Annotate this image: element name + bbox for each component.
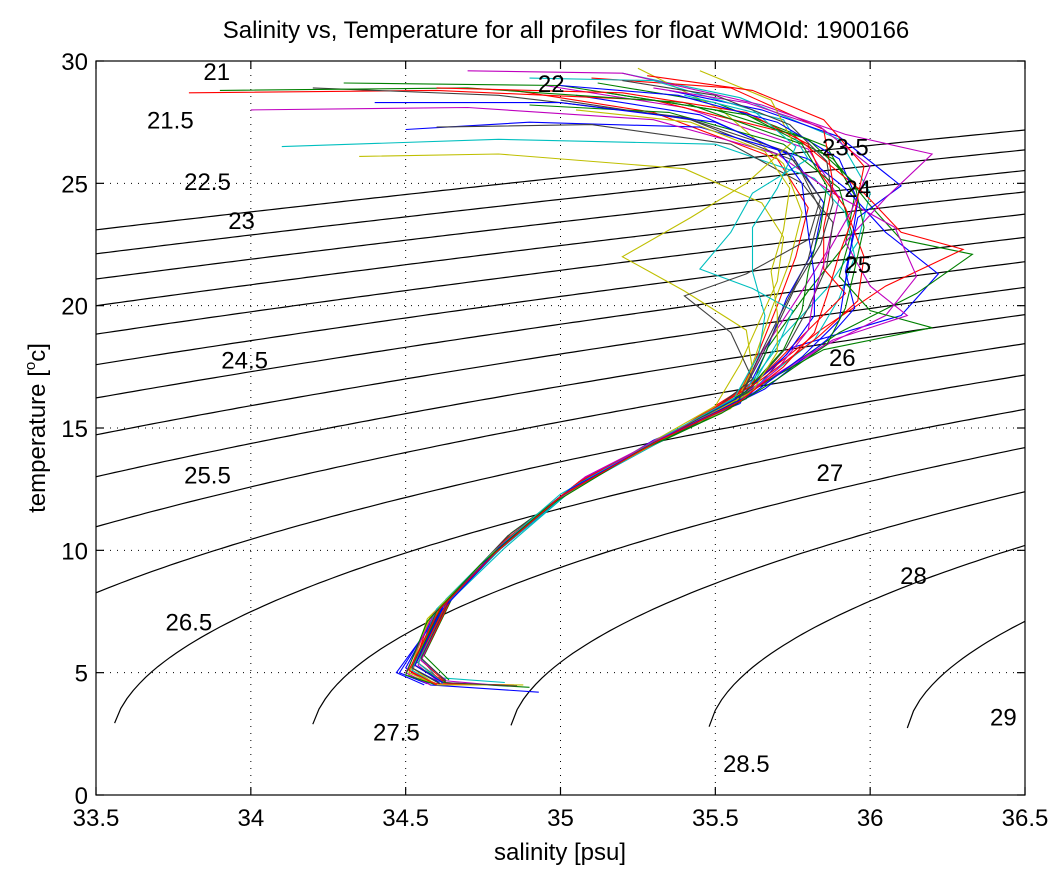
y-tick-label: 5: [75, 661, 88, 688]
x-tick-label: 36: [857, 805, 884, 832]
profile-line: [343, 82, 974, 681]
density-contour: [96, 286, 1025, 436]
chart-title: Salinity vs, Temperature for all profile…: [223, 17, 910, 44]
profile-line: [374, 102, 815, 686]
x-axis-label: salinity [psu]: [494, 839, 626, 866]
profile-line: [404, 87, 871, 686]
density-contour: [96, 213, 1025, 335]
axis-ticks: [95, 60, 1026, 796]
density-contour-label: 24: [844, 176, 871, 203]
density-contour: [96, 342, 1025, 528]
density-contour-label: 24.5: [221, 347, 268, 374]
x-tick-labels: 33.5 34 34.5 35 35.5 36 36.5: [73, 805, 1049, 832]
density-contour-label: 21.5: [147, 108, 194, 135]
y-tick-label: 15: [61, 416, 88, 443]
grid-lines: [96, 61, 1025, 795]
density-contour: [96, 169, 1025, 280]
density-contour-label: 29: [990, 705, 1017, 732]
density-contour-label: 28.5: [723, 751, 770, 778]
profile-line: [414, 87, 865, 683]
density-contour-label: 22: [538, 71, 565, 98]
density-contour: [96, 191, 1025, 307]
profile-line: [411, 77, 797, 686]
profile-line: [414, 84, 859, 683]
y-axis-label-degree: o: [22, 362, 39, 370]
density-contour-label: 28: [900, 563, 927, 590]
profile-line: [408, 67, 803, 686]
density-contour-label: 27: [817, 460, 844, 487]
density-contour: [96, 261, 1025, 399]
x-tick-label: 34: [237, 805, 264, 832]
y-tick-label: 30: [61, 49, 88, 76]
density-contour: [96, 374, 1025, 594]
profile-line: [408, 75, 865, 686]
density-contour: [96, 129, 1025, 231]
density-contour-label: 26: [829, 345, 856, 372]
profile-line: [408, 70, 794, 686]
profile-line: [420, 72, 871, 684]
y-axis-label: temperature [oc]: [22, 343, 51, 513]
x-tick-label: 34.5: [382, 805, 429, 832]
profile-line: [219, 87, 828, 685]
density-contour: [708, 544, 1025, 727]
y-tick-label: 25: [61, 171, 88, 198]
x-tick-label: 35.5: [692, 805, 739, 832]
y-tick-label: 10: [61, 538, 88, 565]
density-contour-label: 23: [228, 208, 255, 235]
density-contour-label: 22.5: [184, 169, 231, 196]
profile-line: [250, 106, 918, 686]
profile-line: [414, 82, 856, 688]
profile-line: [420, 70, 934, 681]
profile-line: [417, 77, 847, 682]
density-contour-labels: 21 21.5 22 22.5 23 23.5 24 24.5 25 25.5 26 26.5 27 27…: [147, 59, 1017, 778]
density-contour-label: 27.5: [373, 719, 420, 746]
density-contour-label: 25.5: [184, 462, 231, 489]
x-tick-label: 33.5: [73, 805, 120, 832]
y-axis-label-main: temperature [: [24, 370, 51, 513]
y-tick-label: 0: [75, 783, 88, 810]
density-contour-label: 26.5: [166, 609, 213, 636]
density-contour-label: 25: [844, 252, 871, 279]
x-tick-label: 36.5: [1002, 805, 1049, 832]
profiles: [188, 67, 974, 693]
y-tick-label: 20: [61, 294, 88, 321]
density-contour: [96, 149, 1025, 255]
density-contour: [906, 620, 1025, 729]
density-contour: [114, 408, 1025, 724]
density-contour: [96, 313, 1025, 478]
density-contour-label: 23.5: [822, 135, 869, 162]
profile-line: [404, 92, 865, 686]
y-axis-label-unit: c]: [24, 343, 51, 362]
x-tick-label: 35: [547, 805, 574, 832]
density-contour-label: 21: [203, 59, 230, 86]
density-contours: [96, 129, 1025, 729]
density-contour: [510, 491, 1025, 726]
y-tick-labels: 0 5 10 15 20 25 30: [61, 49, 88, 810]
